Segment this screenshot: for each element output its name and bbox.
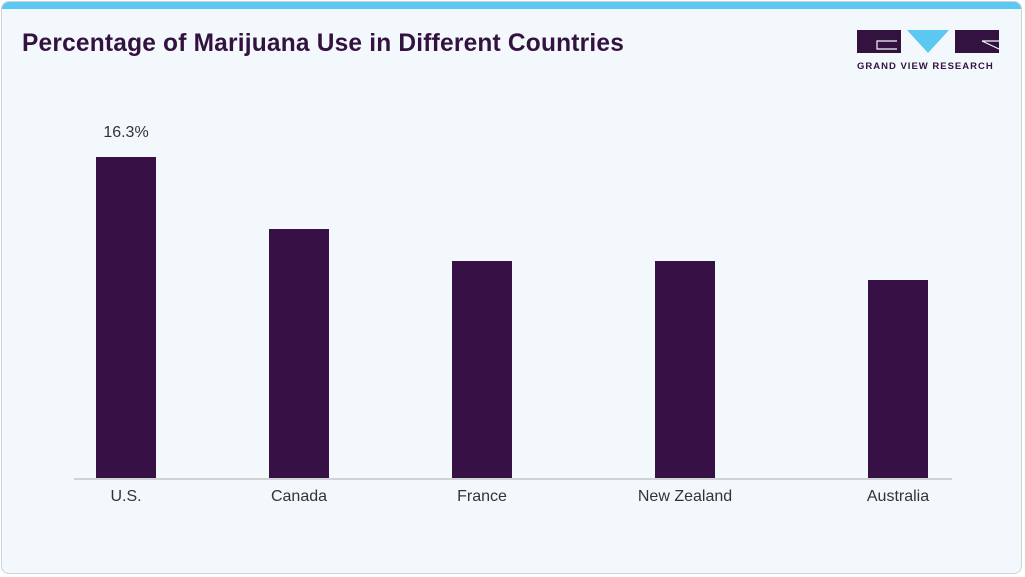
x-label-new-zealand: New Zealand [637,488,733,505]
bar-canada [269,229,329,478]
grand-view-research-logo: GRAND VIEW RESEARCH [857,30,1000,74]
logo-text: GRAND VIEW RESEARCH [857,61,994,72]
bar-new-zealand [655,261,715,478]
bar-us [96,157,156,478]
chart-title: Percentage of Marijuana Use in Different… [22,29,625,57]
x-label-france: France [457,488,507,505]
accent-bar [2,2,1021,9]
bar-australia [868,280,928,478]
gvr-logo-icon [857,30,1000,53]
x-axis-line [74,478,952,480]
x-label-australia: Australia [866,488,930,505]
data-label-us: 16.3% [103,124,149,141]
x-label-us: U.S. [110,488,142,505]
bar-france [452,261,512,478]
x-label-canada: Canada [270,488,328,505]
